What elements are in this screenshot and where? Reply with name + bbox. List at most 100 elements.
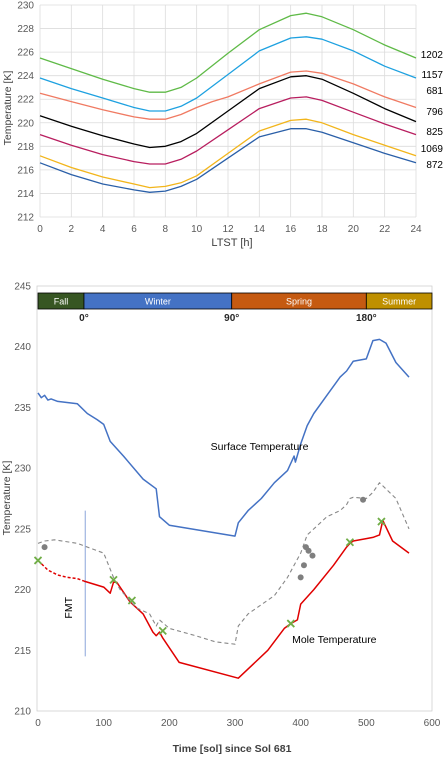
cross-stroke xyxy=(109,575,118,584)
cross-stroke xyxy=(33,556,43,565)
y-tick-label: 228 xyxy=(17,24,34,35)
x-tick-label: 10 xyxy=(191,224,203,235)
grey-data-point xyxy=(360,496,367,503)
daily-chart-y-ticks: 212 214 216 218 220 222 224 226 228 230 xyxy=(17,1,34,224)
y-tick-label: 230 xyxy=(14,464,31,475)
x-tick-label: 600 xyxy=(424,718,441,729)
x-tick-label: 20 xyxy=(348,224,360,235)
series-label-1157: 1157 xyxy=(421,70,443,81)
seasonal-chart-annotations: Surface Temperature Mole Temperature FMT xyxy=(63,441,377,646)
seasonal-chart-y-ticks: 210 215 220 225 230 235 240 245 xyxy=(14,282,31,718)
x-tick-label: 400 xyxy=(292,718,309,729)
seasonal-chart-frame xyxy=(36,285,433,712)
y-tick-label: 240 xyxy=(14,342,31,353)
seasonal-chart-x-ticks: 0 100 200 300 400 500 600 xyxy=(35,718,441,729)
daily-chart-x-axis-title: LTST [h] xyxy=(211,237,252,249)
y-tick-label: 215 xyxy=(14,646,31,657)
series-line-872 xyxy=(39,128,417,193)
series-line-1202 xyxy=(39,12,417,93)
series-line-825 xyxy=(39,96,417,165)
season-marker-label: 0° xyxy=(79,313,89,324)
y-tick-label: 218 xyxy=(17,142,34,153)
season-summer xyxy=(365,292,433,310)
y-tick-label: 220 xyxy=(17,118,34,129)
y-tick-label: 245 xyxy=(14,282,31,293)
series-label-681: 681 xyxy=(426,86,443,97)
cross-stroke xyxy=(377,517,386,526)
y-tick-label: 214 xyxy=(17,189,34,200)
x-tick-label: 300 xyxy=(227,718,244,729)
x-tick-label: 0 xyxy=(35,718,41,729)
grey-data-point xyxy=(300,562,307,569)
x-tick-label: 18 xyxy=(316,224,328,235)
series-label-1202: 1202 xyxy=(421,50,444,61)
series-line-1069 xyxy=(39,118,417,189)
grey-data-point xyxy=(41,544,48,551)
green-cross-marker xyxy=(127,596,137,605)
x-tick-label: 14 xyxy=(254,224,266,235)
y-tick-label: 230 xyxy=(17,1,34,12)
cross-stroke xyxy=(286,619,295,628)
season-band: Fall Winter Spring Summer 0° 90° 180° xyxy=(37,292,433,324)
series-line-1 xyxy=(37,559,85,582)
series-label-872: 872 xyxy=(426,160,443,171)
y-tick-label: 224 xyxy=(17,71,34,82)
x-tick-label: 6 xyxy=(131,224,137,235)
y-tick-label: 212 xyxy=(17,213,34,224)
x-tick-label: 4 xyxy=(100,224,106,235)
cross-stroke xyxy=(127,596,137,605)
seasonal-chart-series xyxy=(37,338,410,679)
y-tick-label: 225 xyxy=(14,524,31,535)
series-line-0 xyxy=(37,338,410,537)
x-tick-label: 500 xyxy=(358,718,375,729)
daily-chart-y-axis-title: Temperature [K] xyxy=(2,71,14,146)
x-tick-label: 0 xyxy=(37,224,43,235)
x-tick-label: 22 xyxy=(379,224,391,235)
green-cross-marker xyxy=(377,517,386,526)
y-tick-label: 222 xyxy=(17,95,34,106)
daily-chart-grid xyxy=(39,4,417,218)
annotation-mole-temperature: Mole Temperature xyxy=(292,634,377,646)
green-cross-marker xyxy=(33,556,43,565)
daily-chart-series-labels: 1202 1157 681 796 825 1069 872 xyxy=(421,50,444,171)
x-tick-label: 8 xyxy=(163,224,169,235)
series-line-1157 xyxy=(39,36,417,112)
series-line-796 xyxy=(39,75,417,149)
green-cross-marker xyxy=(109,575,118,584)
annotation-surface-temperature: Surface Temperature xyxy=(211,441,309,453)
season-label: Spring xyxy=(286,297,312,307)
y-tick-label: 220 xyxy=(14,585,31,596)
cross-stroke xyxy=(345,538,355,547)
series-line-2 xyxy=(83,519,410,679)
green-cross-marker xyxy=(345,538,355,547)
x-tick-label: 2 xyxy=(69,224,75,235)
y-tick-label: 226 xyxy=(17,48,34,59)
x-tick-label: 100 xyxy=(95,718,112,729)
grey-data-point xyxy=(305,547,312,554)
daily-chart-series xyxy=(39,12,417,193)
season-label: Fall xyxy=(54,297,69,307)
series-line-3 xyxy=(37,482,410,645)
seasonal-chart-y-axis-title: Temperature [K] xyxy=(1,461,13,536)
series-line-681 xyxy=(39,70,417,120)
x-tick-label: 24 xyxy=(410,224,422,235)
daily-chart-x-ticks: 0 2 4 6 8 10 12 14 16 18 20 22 24 xyxy=(37,224,422,235)
x-tick-label: 16 xyxy=(285,224,297,235)
series-label-825: 825 xyxy=(426,127,443,138)
green-cross-marker xyxy=(158,626,167,635)
seasonal-chart-x-axis-title: Time [sol] since Sol 681 xyxy=(173,743,292,755)
cross-stroke xyxy=(158,626,167,635)
series-label-796: 796 xyxy=(426,107,443,118)
season-marker-label: 90° xyxy=(224,313,239,324)
x-tick-label: 12 xyxy=(222,224,234,235)
season-marker-label: 180° xyxy=(356,313,377,324)
seasonal-chart-points xyxy=(33,496,386,635)
annotation-fmt: FMT xyxy=(63,596,75,618)
series-label-1069: 1069 xyxy=(421,144,444,155)
grey-data-point xyxy=(297,574,304,581)
y-tick-label: 235 xyxy=(14,403,31,414)
seasonal-chart: Fall Winter Spring Summer 0° 90° 180° 210 215 22… xyxy=(1,282,441,756)
y-tick-label: 216 xyxy=(17,165,34,176)
